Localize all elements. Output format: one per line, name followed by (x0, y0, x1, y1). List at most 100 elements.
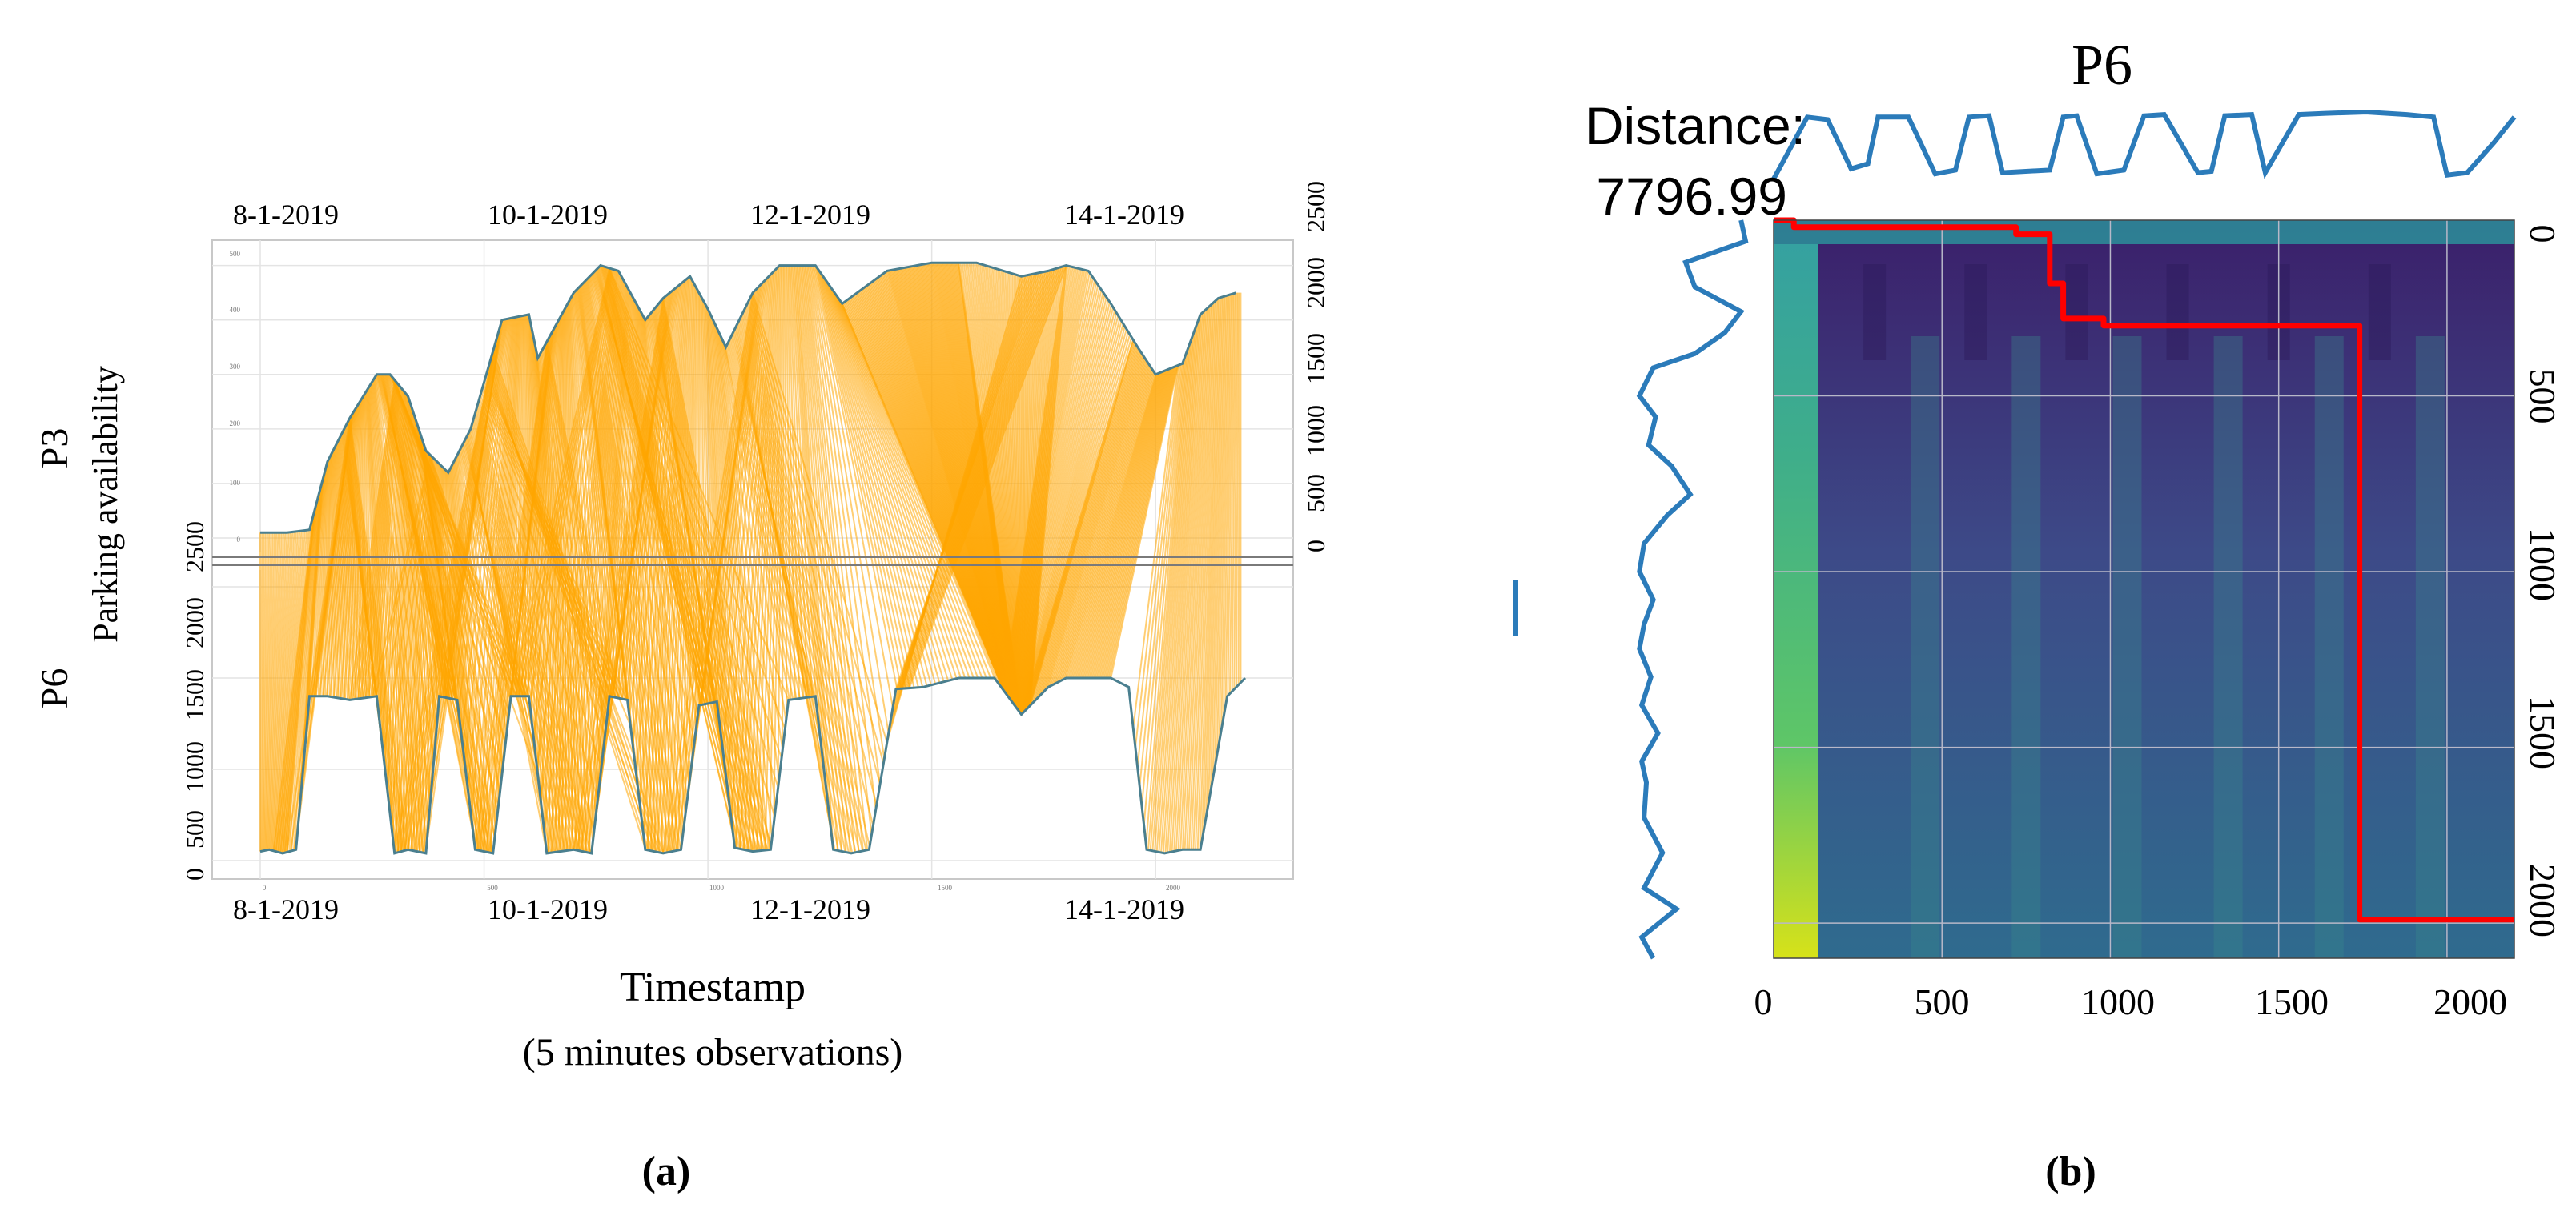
date-tick-top: 12-1-2019 (750, 199, 870, 231)
date-tick-bottom: 14-1-2019 (1064, 893, 1184, 925)
warping-line (567, 302, 585, 852)
warping-line (470, 318, 512, 818)
warping-line (785, 265, 792, 700)
warping-line (734, 273, 773, 849)
bottom-axis-tick: 2500 (180, 521, 209, 572)
warping-line (436, 468, 446, 716)
warping-line (701, 298, 710, 704)
warping-line (271, 532, 285, 851)
warping-line (425, 466, 444, 844)
warping-line (1171, 314, 1202, 853)
warping-line (703, 301, 717, 702)
warping-line (384, 389, 404, 768)
warping-line (484, 338, 550, 853)
warping-line (787, 265, 801, 699)
warping-line (386, 390, 404, 791)
warping-line (344, 401, 361, 700)
warping-line (677, 282, 694, 851)
warping-line (576, 297, 665, 851)
warping-line (519, 325, 557, 696)
warping-line (382, 457, 434, 753)
warping-line (1036, 352, 1143, 698)
heatmap-x-ticks: 0 500 1000 1500 2000 (1754, 981, 2508, 1022)
warping-line (831, 289, 967, 679)
warping-line (904, 267, 1059, 689)
warping-line (1015, 287, 1101, 709)
warping-line (699, 294, 704, 705)
warping-line (1012, 275, 1092, 704)
inner-ytick: 400 (230, 306, 241, 314)
warping-line (1048, 361, 1148, 687)
date-tick-top: 8-1-2019 (233, 199, 339, 231)
warping-line (700, 296, 707, 704)
warping-line (1044, 358, 1147, 691)
warping-line (812, 265, 894, 708)
warping-line (451, 464, 475, 841)
warping-line (1227, 293, 1235, 696)
warping-line (1059, 369, 1154, 682)
warping-line (1192, 303, 1214, 850)
warping-line (1186, 306, 1211, 850)
warping-line (508, 328, 555, 705)
warping-line (368, 385, 400, 853)
date-tick-bottom: 8-1-2019 (233, 893, 339, 925)
warping-line (814, 265, 902, 689)
bottom-left-axis-ticks: 0 500 1000 1500 2000 2500 (180, 521, 209, 881)
warping-line (547, 270, 618, 853)
heatmap-xtick: 1000 (2081, 981, 2155, 1022)
warping-line (1047, 360, 1147, 688)
warping-line (792, 265, 818, 704)
warping-line (1212, 296, 1226, 780)
warping-line (1005, 267, 1074, 694)
bottom-axis-tick: 0 (180, 868, 209, 881)
warping-line (1019, 299, 1109, 713)
warping-line (1201, 298, 1220, 841)
warping-line (378, 456, 433, 721)
heatmap-xtick: 500 (1915, 981, 1970, 1022)
series-label-p3: P3 (34, 428, 76, 469)
warping-line (1228, 293, 1236, 694)
warping-line (286, 418, 351, 853)
warping-line (898, 271, 1047, 689)
warping-line (595, 287, 629, 813)
warping-line (540, 270, 617, 800)
y-axis-label: Parking availability (86, 366, 125, 643)
warping-line (709, 313, 738, 849)
warping-line (268, 532, 279, 850)
warping-line (820, 273, 924, 688)
bottom-axis-tick: 1000 (180, 741, 209, 793)
warping-line (798, 265, 843, 852)
warping-line (362, 383, 399, 699)
heatmap-stripe (2213, 336, 2243, 958)
warping-line (1039, 355, 1144, 696)
warping-line (474, 341, 548, 850)
top-right-axis-ticks: 0 500 1000 1500 2000 2500 (1301, 181, 1330, 552)
inner-xtick: 1000 (709, 884, 725, 892)
warping-line (1231, 292, 1237, 692)
warping-line (1155, 338, 1193, 852)
heatmap-xtick: 1500 (2255, 981, 2329, 1022)
warping-line (803, 265, 860, 853)
heatmap-ytick: 1500 (2522, 696, 2563, 769)
warping-line (1025, 343, 1136, 711)
warping-line (804, 265, 864, 851)
warping-line (580, 296, 666, 852)
warping-line (272, 532, 288, 851)
warping-line (1173, 313, 1203, 852)
warping-line (1023, 342, 1136, 712)
warping-line (275, 532, 292, 852)
warping-line (573, 278, 624, 850)
warping-line (784, 265, 788, 717)
top-series-line (1771, 109, 2517, 180)
warping-line (1055, 366, 1151, 684)
warping-line (741, 315, 850, 853)
heatmap-ytick: 0 (2522, 225, 2563, 243)
warping-line (409, 337, 498, 851)
warping-line (790, 265, 809, 698)
warping-line (789, 265, 805, 698)
warping-line (632, 284, 681, 746)
heatmap-ytick: 500 (2522, 369, 2563, 424)
warping-line (408, 399, 416, 851)
warping-line (405, 395, 408, 850)
warping-line (795, 265, 830, 813)
